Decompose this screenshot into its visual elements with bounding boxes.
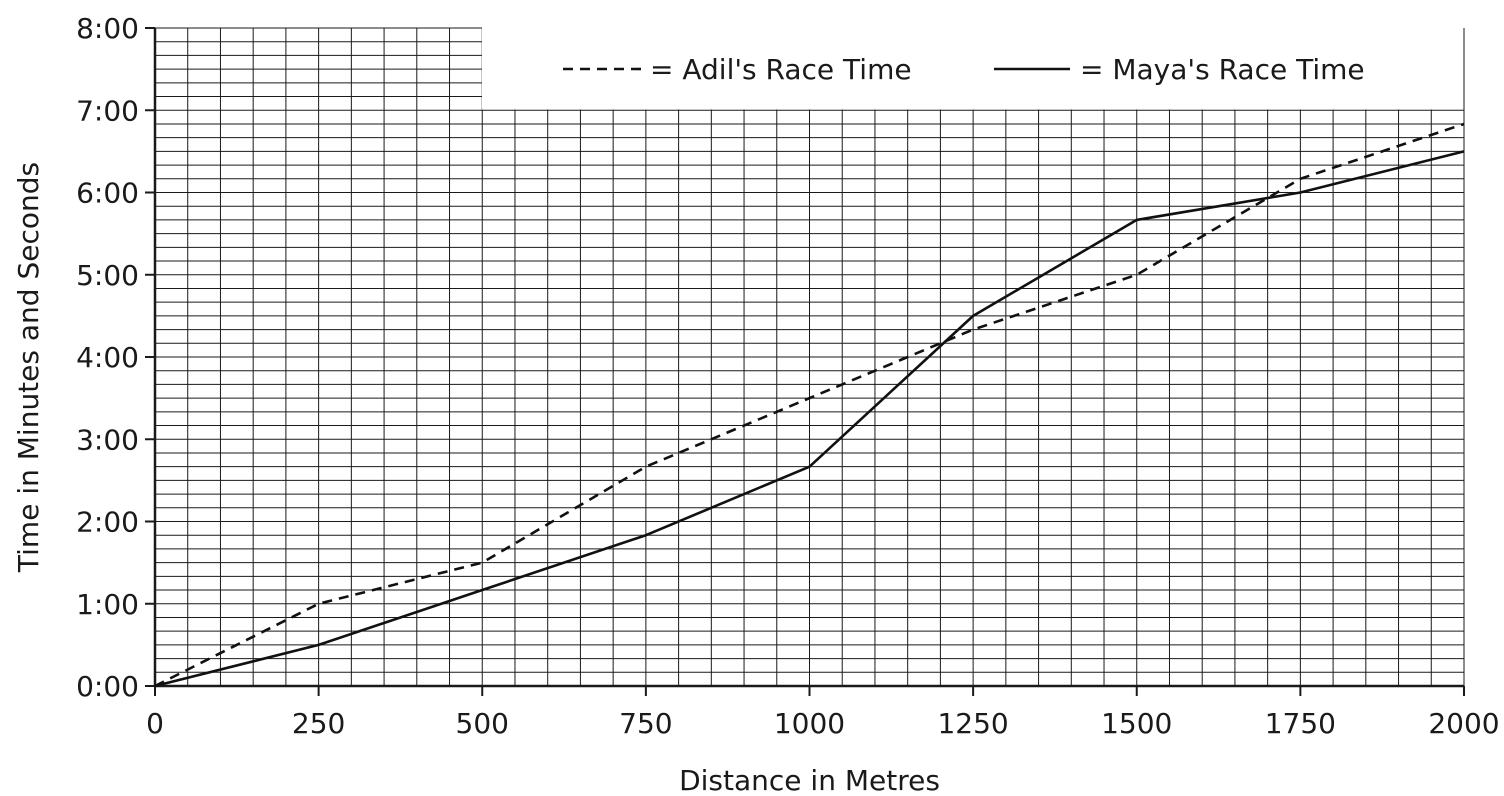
x-tick-label: 2000 [1428,707,1499,740]
legend: = Adil's Race Time = Maya's Race Time [563,53,1365,86]
y-axis-title: Time in Minutes and Seconds [12,162,45,573]
y-tick-label: 2:00 [76,506,139,539]
y-tick-label: 3:00 [76,423,139,456]
x-tick-label: 500 [456,707,509,740]
y-tick-label: 7:00 [76,94,139,127]
x-tick-label: 1500 [1101,707,1172,740]
tick-marks [145,27,1465,696]
legend-box [482,27,1465,110]
maya-race-time-line [154,150,1465,688]
y-tick-label: 8:00 [76,12,139,45]
y-tick-label: 0:00 [76,670,139,703]
legend-label-maya: = Maya's Race Time [1080,53,1365,86]
x-tick-label: 1250 [937,707,1008,740]
series-lines [154,122,1465,688]
y-tick-label: 6:00 [76,177,139,210]
grid [154,27,1465,687]
legend-label-adil: = Adil's Race Time [650,53,912,86]
y-tick-label: 1:00 [76,588,139,621]
y-tick-label: 4:00 [76,341,139,374]
x-tick-labels: 0 250 500 750 1000 1250 1500 1750 2000 [146,707,1500,740]
x-axis-title: Distance in Metres [679,764,940,796]
y-tick-label: 5:00 [76,259,139,292]
x-tick-label: 250 [292,707,345,740]
x-tick-label: 750 [619,707,672,740]
x-tick-label: 1750 [1265,707,1336,740]
x-tick-label: 0 [146,707,164,740]
x-tick-label: 1000 [774,707,845,740]
adil-race-time-line [154,122,1465,688]
y-tick-labels: 0:00 1:00 2:00 3:00 4:00 5:00 6:00 7:00 8:00 [76,12,139,703]
